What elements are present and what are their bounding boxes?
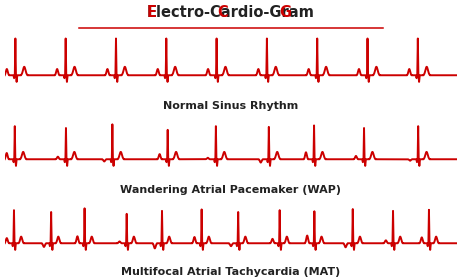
Text: G: G (280, 5, 292, 20)
Text: Electro-Cardio-Gram: Electro-Cardio-Gram (147, 5, 315, 20)
Text: Normal Sinus Rhythm: Normal Sinus Rhythm (164, 101, 298, 111)
Text: Wandering Atrial Pacemaker (WAP): Wandering Atrial Pacemaker (WAP) (121, 185, 341, 195)
Text: Multifocal Atrial Tachycardia (MAT): Multifocal Atrial Tachycardia (MAT) (122, 267, 340, 277)
Text: E: E (147, 5, 157, 20)
Text: C: C (218, 5, 229, 20)
